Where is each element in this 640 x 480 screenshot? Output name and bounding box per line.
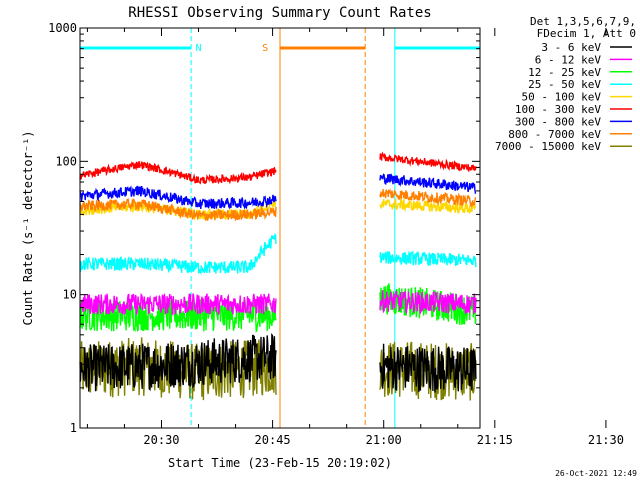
- series-segment-1: [379, 290, 477, 316]
- x-axis-label: Start Time (23-Feb-15 20:19:02): [168, 456, 392, 470]
- series-segment-0: [79, 297, 277, 333]
- series-25-50-keV-trace: [79, 232, 477, 275]
- legend-header-1: FDecim 1, Att 0: [537, 27, 636, 40]
- series-300-800-keV-trace: [79, 172, 477, 210]
- x-tick-label-21:15: 21:15: [477, 433, 513, 447]
- legend-entry-25-50-keV: 25 - 50 keV: [528, 78, 601, 91]
- series-segment-1: [379, 188, 477, 209]
- timestamp: 26-Oct-2021 12:49: [555, 469, 637, 478]
- series-segment-1: [379, 250, 477, 268]
- x-tick-label-21:30: 21:30: [588, 433, 624, 447]
- series-3-6-keV-trace: [79, 333, 477, 393]
- legend-entry-800-7000-keV: 800 - 7000 keV: [508, 128, 601, 141]
- x-tick-label-20:45: 20:45: [255, 433, 291, 447]
- legend-entry-7000-15000-keV: 7000 - 15000 keV: [495, 140, 601, 153]
- y-tick-label-100: 100: [55, 154, 77, 168]
- legend: Det 1,3,5,6,7,9,FDecim 1, Att 03 - 6 keV…: [495, 15, 636, 153]
- flag-label-N: N: [196, 43, 202, 54]
- series-segment-0: [79, 292, 277, 316]
- chart-title: RHESSI Observing Summary Count Rates: [128, 5, 431, 21]
- y-tick-label-10: 10: [63, 288, 77, 302]
- y-tick-label-1000: 1000: [48, 21, 77, 35]
- series-segment-0: [79, 232, 277, 275]
- flag-label-S: S: [262, 43, 268, 54]
- legend-header-0: Det 1,3,5,6,7,9,: [530, 15, 636, 28]
- series-segment-0: [79, 161, 277, 185]
- series-800-7000-keV-trace: [79, 188, 477, 222]
- series-100-300-keV-trace: [79, 151, 477, 185]
- legend-entry-300-800-keV: 300 - 800 keV: [515, 115, 601, 128]
- series-segment-1: [379, 172, 477, 195]
- series-segment-0: [79, 333, 277, 392]
- plot-frame: [79, 27, 481, 429]
- series-segment-1: [379, 343, 477, 393]
- series-segment-1: [379, 151, 477, 172]
- legend-entry-50-100-keV: 50 - 100 keV: [522, 91, 602, 104]
- x-tick-label-21:00: 21:00: [366, 433, 402, 447]
- y-tick-label-1: 1: [70, 421, 77, 435]
- legend-entry-6-12-keV: 6 - 12 keV: [535, 53, 602, 66]
- x-tick-label-20:30: 20:30: [143, 433, 179, 447]
- legend-entry-3-6-keV: 3 - 6 keV: [541, 41, 601, 54]
- y-axis-label: Count Rate (s⁻¹ detector⁻¹): [21, 130, 35, 325]
- legend-entry-12-25-keV: 12 - 25 keV: [528, 66, 601, 79]
- series-6-12-keV-trace: [79, 290, 477, 316]
- series-segment-0: [79, 197, 277, 222]
- series-segment-0: [79, 185, 277, 210]
- legend-entry-100-300-keV: 100 - 300 keV: [515, 103, 601, 116]
